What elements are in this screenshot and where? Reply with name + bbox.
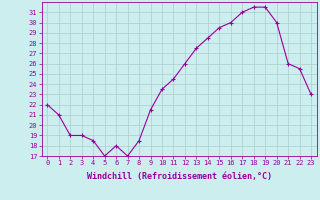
X-axis label: Windchill (Refroidissement éolien,°C): Windchill (Refroidissement éolien,°C) [87,172,272,181]
